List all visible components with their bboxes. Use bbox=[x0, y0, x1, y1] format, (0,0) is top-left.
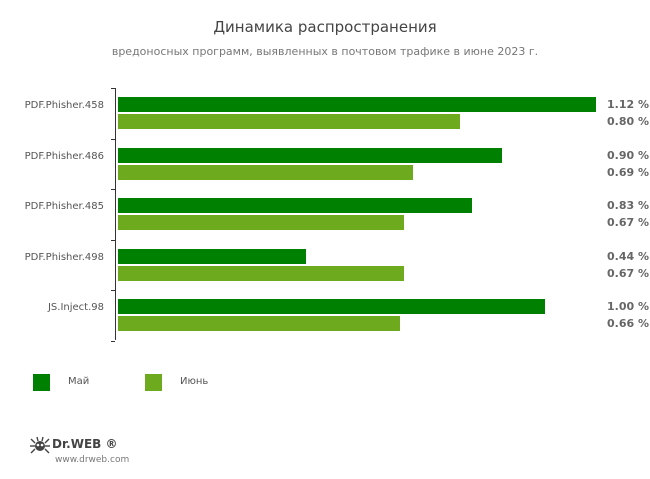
category-label: PDF.Phisher.486 bbox=[24, 150, 104, 162]
bar-may[interactable] bbox=[118, 299, 545, 314]
category-label: PDF.Phisher.485 bbox=[24, 201, 104, 212]
value-label-june: 0.67 % bbox=[607, 216, 649, 229]
value-label-june: 0.67 % bbox=[607, 266, 649, 280]
value-label-june: 0.80 % bbox=[607, 115, 649, 128]
drweb-spider-logo-icon bbox=[30, 436, 50, 458]
value-label-may: 0.90 % bbox=[607, 148, 649, 162]
bar-may[interactable] bbox=[118, 198, 472, 213]
bar-june[interactable] bbox=[118, 114, 460, 129]
axis-tick bbox=[111, 290, 115, 291]
value-label-may: 0.44 % bbox=[607, 249, 649, 263]
value-label-may: 0.83 % bbox=[607, 199, 649, 212]
category-label: PDF.Phisher.458 bbox=[24, 100, 104, 111]
value-label-june: 0.66 % bbox=[607, 317, 649, 330]
axis-tick bbox=[111, 88, 115, 89]
bar-june[interactable] bbox=[118, 265, 404, 281]
bar-june[interactable] bbox=[118, 316, 400, 331]
logo-brand: Dr.WEB ® bbox=[52, 437, 118, 451]
logo-url[interactable]: www.drweb.com bbox=[55, 455, 130, 465]
chart-title: Динамика распространения bbox=[213, 18, 437, 36]
axis-tick bbox=[111, 340, 115, 342]
legend-swatch-june bbox=[145, 374, 162, 391]
axis-tick bbox=[111, 239, 115, 241]
chart-subtitle: вредоносных программ, выявленных в почто… bbox=[111, 45, 539, 58]
value-label-may: 1.00 % bbox=[607, 300, 649, 313]
category-label: JS.Inject.98 bbox=[47, 302, 104, 313]
legend-label-may: Май bbox=[68, 376, 90, 387]
bar-may[interactable] bbox=[118, 248, 306, 264]
legend-swatch-may bbox=[33, 374, 50, 391]
value-label-may: 1.12 % bbox=[607, 98, 649, 111]
bar-june[interactable] bbox=[118, 215, 404, 230]
bar-may[interactable] bbox=[118, 97, 596, 112]
bar-june[interactable] bbox=[118, 164, 413, 180]
axis-tick bbox=[111, 189, 115, 190]
value-label-june: 0.69 % bbox=[607, 165, 649, 179]
category-label: PDF.Phisher.498 bbox=[24, 251, 104, 263]
legend-label-june: Июнь bbox=[180, 376, 209, 387]
bar-may[interactable] bbox=[118, 147, 502, 163]
axis-tick bbox=[111, 138, 115, 140]
y-axis bbox=[115, 88, 116, 340]
